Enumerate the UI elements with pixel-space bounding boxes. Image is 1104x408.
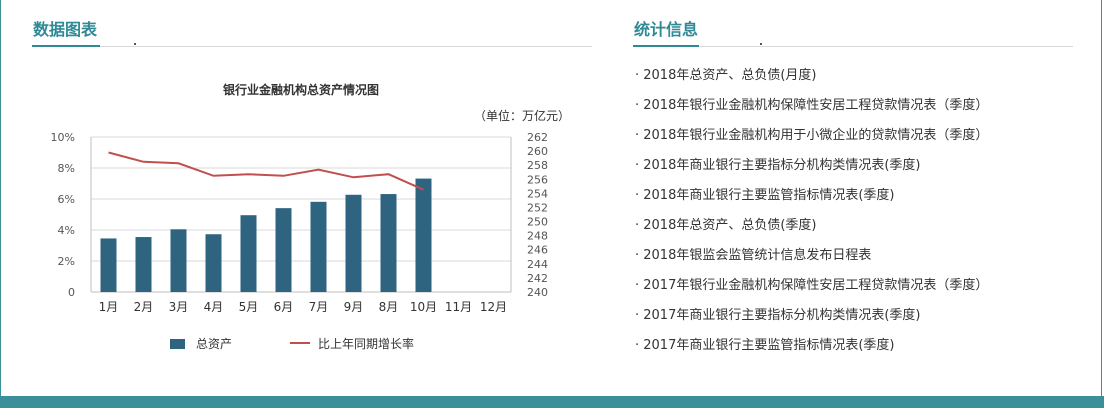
chart-panel-title: 数据图表 xyxy=(33,20,98,39)
x-axis-tick: 8月 xyxy=(379,300,399,314)
right-axis-tick: 260 xyxy=(527,145,548,158)
stats-link-item[interactable]: · 2018年总资产、总负债(月度) xyxy=(635,68,817,83)
chart-panel-dot xyxy=(134,43,136,45)
x-axis-tick: 11月 xyxy=(445,300,472,314)
legend-swatch-total-assets xyxy=(170,339,185,349)
left-axis-tick: 10% xyxy=(51,131,75,144)
bar-total-assets xyxy=(310,201,327,292)
right-axis-tick: 252 xyxy=(527,201,548,214)
stats-panel-dot xyxy=(760,43,762,45)
x-axis-tick: 9月 xyxy=(344,300,364,314)
x-axis-tick: 10月 xyxy=(410,300,437,314)
x-axis-tick: 1月 xyxy=(99,300,119,314)
stats-link-item[interactable]: · 2018年总资产、总负债(季度) xyxy=(635,218,817,233)
right-axis-tick: 262 xyxy=(527,131,548,144)
bar-total-assets xyxy=(170,229,187,292)
x-axis-tick: 3月 xyxy=(169,300,189,314)
right-axis-tick: 240 xyxy=(527,286,548,299)
bar-total-assets xyxy=(275,208,292,292)
right-axis-tick: 248 xyxy=(527,230,548,243)
bar-total-assets xyxy=(135,237,152,292)
left-axis-tick: 4% xyxy=(58,224,75,237)
left-axis-tick: 6% xyxy=(58,193,75,206)
stats-link-item[interactable]: · 2018年商业银行主要指标分机构类情况表(季度) xyxy=(635,158,921,173)
x-axis-tick: 2月 xyxy=(134,300,154,314)
stats-link-item[interactable]: · 2017年银行业金融机构保障性安居工程贷款情况表（季度） xyxy=(635,278,989,293)
stats-list: · 2018年总资产、总负债(月度) · 2018年银行业金融机构保障性安居工程贷… xyxy=(635,66,988,366)
legend-label-growth-rate: 比上年同期增长率 xyxy=(318,336,414,351)
right-axis-tick: 250 xyxy=(527,216,548,229)
stats-link-item[interactable]: · 2018年银行业金融机构用于小微企业的贷款情况表（季度） xyxy=(635,128,989,143)
chart-panel-accent xyxy=(32,45,100,47)
chart-unit-note: （单位：万亿元） xyxy=(474,108,570,123)
x-axis-tick: 5月 xyxy=(239,300,259,314)
left-axis-tick: 0 xyxy=(68,286,75,299)
asset-chart: 银行业金融机构总资产情况图（单位：万亿元）02%4%6%8%10%2402422… xyxy=(51,82,570,351)
stats-link-item[interactable]: · 2018年银行业金融机构保障性安居工程贷款情况表（季度） xyxy=(635,98,989,113)
left-axis-tick: 8% xyxy=(58,162,75,175)
right-axis-tick: 256 xyxy=(527,173,548,186)
bar-total-assets xyxy=(100,238,117,292)
line-growth-rate xyxy=(108,151,424,191)
right-axis-tick: 242 xyxy=(527,272,548,285)
right-axis-tick: 244 xyxy=(527,258,548,271)
x-axis-tick: 12月 xyxy=(480,300,507,314)
chart-panel-rule xyxy=(32,46,592,47)
x-axis-tick: 6月 xyxy=(274,300,294,314)
left-axis-tick: 2% xyxy=(58,255,75,268)
bar-total-assets xyxy=(240,215,257,292)
bar-total-assets xyxy=(415,178,432,292)
legend-label-total-assets: 总资产 xyxy=(196,337,232,351)
x-axis-tick: 7月 xyxy=(309,300,329,314)
stats-panel-rule xyxy=(633,46,1073,47)
bar-total-assets xyxy=(205,234,222,292)
bar-total-assets xyxy=(380,194,397,292)
stats-link-item[interactable]: · 2018年银监会监管统计信息发布日程表 xyxy=(635,248,872,263)
chart-title: 银行业金融机构总资产情况图 xyxy=(223,82,379,97)
stats-link-item[interactable]: · 2018年商业银行主要监管指标情况表(季度) xyxy=(635,188,895,203)
right-axis-tick: 254 xyxy=(527,187,548,200)
stats-panel-accent xyxy=(633,45,699,47)
stats-link-item[interactable]: · 2017年商业银行主要指标分机构类情况表(季度) xyxy=(635,308,921,323)
bar-total-assets xyxy=(345,194,362,292)
right-axis-tick: 246 xyxy=(527,244,548,257)
bottom-bar xyxy=(0,396,1104,408)
x-axis-tick: 4月 xyxy=(204,300,224,314)
right-axis-tick: 258 xyxy=(527,159,548,172)
stats-link-item[interactable]: · 2017年商业银行主要监管指标情况表(季度) xyxy=(635,338,895,353)
stats-panel-title: 统计信息 xyxy=(634,20,699,39)
